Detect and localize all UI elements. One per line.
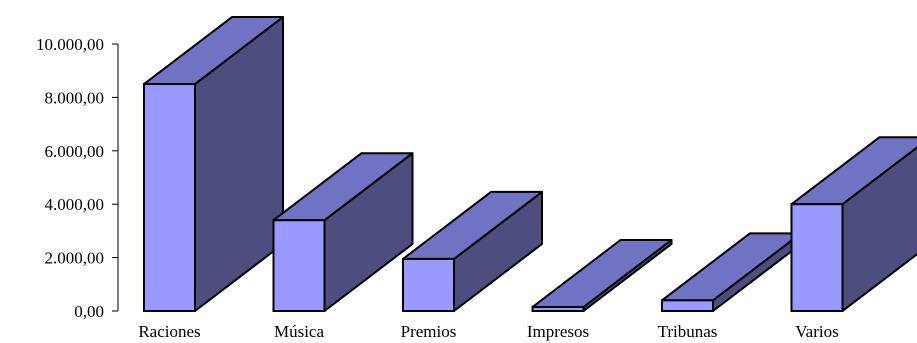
x-tick-label: Premios [401, 322, 457, 341]
x-tick-label: Tribunas [658, 322, 718, 341]
bars [143, 16, 917, 313]
y-tick-label: 10.000,00 [36, 35, 104, 54]
bar-front-face [143, 83, 196, 312]
y-tick-label: 4.000,00 [45, 195, 105, 214]
bar-front-face [790, 203, 844, 312]
y-tick-label: 0,00 [74, 302, 104, 321]
x-tick-label: Raciones [138, 322, 200, 341]
bar-tribunas [661, 232, 802, 313]
bar-front-face [402, 257, 455, 312]
bar-premios [402, 190, 543, 312]
y-tick-label: 2.000,00 [45, 249, 105, 268]
bar-front-face [531, 305, 585, 312]
x-axis-labels: Raciones Música Premios Impresos Tribunas Var… [138, 322, 838, 341]
x-tick-label: Varios [795, 322, 838, 341]
bar-front-face [272, 219, 326, 312]
bar-raciones [143, 16, 284, 312]
y-tick-label: 8.000,00 [45, 88, 105, 107]
bar-música [272, 152, 414, 312]
x-tick-label: Impresos [527, 322, 589, 341]
bar-front-face [661, 299, 714, 313]
bar-varios [790, 136, 917, 312]
y-tick-label: 6.000,00 [45, 142, 105, 161]
x-tick-label: Música [274, 322, 325, 341]
bar-impresos [531, 238, 673, 312]
y-axis: 0,00 2.000,00 4.000,00 6.000,00 8.000,00 10.0… [36, 35, 119, 321]
